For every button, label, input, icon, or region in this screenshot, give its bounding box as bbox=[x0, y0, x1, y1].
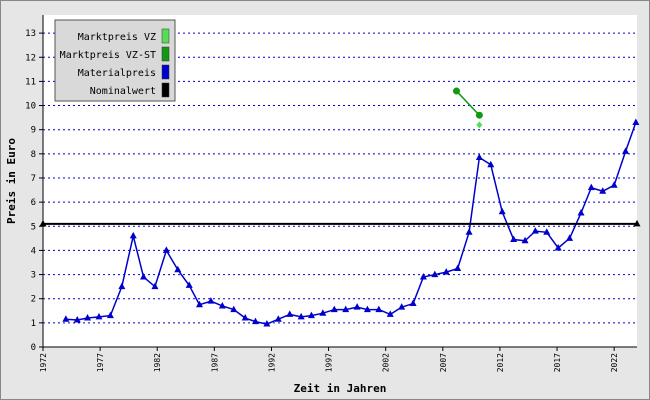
marker bbox=[207, 297, 215, 304]
marker bbox=[307, 311, 315, 319]
marker bbox=[475, 153, 483, 160]
marker bbox=[62, 315, 70, 322]
marker bbox=[342, 305, 350, 313]
y-tick-label: 4 bbox=[31, 246, 36, 256]
y-tick-label: 8 bbox=[31, 150, 36, 160]
marker bbox=[319, 309, 327, 316]
marker bbox=[118, 282, 126, 290]
series-line bbox=[65, 122, 637, 325]
y-tick-label: 2 bbox=[31, 295, 36, 305]
marker bbox=[106, 311, 114, 319]
y-tick-label: 13 bbox=[25, 29, 36, 39]
legend-swatch bbox=[161, 64, 170, 80]
legend-swatch bbox=[161, 28, 170, 44]
marker bbox=[398, 303, 406, 310]
x-tick-label: 1987 bbox=[210, 353, 219, 372]
marker bbox=[129, 231, 137, 239]
marker bbox=[431, 270, 439, 278]
x-tick-label: 1982 bbox=[153, 353, 162, 372]
marker bbox=[587, 183, 595, 191]
marker bbox=[297, 312, 305, 320]
legend-swatch bbox=[161, 82, 170, 98]
marker bbox=[241, 314, 249, 321]
y-tick-label: 9 bbox=[31, 126, 36, 136]
marker bbox=[633, 219, 641, 227]
marker bbox=[330, 305, 338, 313]
marker bbox=[487, 160, 495, 168]
legend-label: Materialpreis bbox=[78, 68, 156, 79]
x-tick-label: 2017 bbox=[553, 353, 562, 372]
marker bbox=[465, 228, 473, 235]
marker bbox=[151, 282, 159, 290]
y-tick-label: 10 bbox=[25, 102, 36, 112]
legend-label: Marktpreis VZ bbox=[78, 32, 156, 43]
marker bbox=[162, 246, 170, 253]
x-tick-label: 2022 bbox=[610, 353, 619, 372]
marker bbox=[73, 315, 81, 323]
marker bbox=[577, 208, 585, 216]
marker bbox=[409, 299, 417, 307]
marker bbox=[599, 187, 607, 194]
marker bbox=[521, 236, 529, 244]
marker bbox=[251, 317, 259, 325]
marker bbox=[475, 111, 483, 119]
x-tick-label: 2012 bbox=[496, 353, 505, 372]
y-tick-label: 6 bbox=[31, 198, 36, 208]
marker bbox=[286, 310, 294, 317]
y-tick-label: 11 bbox=[25, 77, 36, 87]
marker bbox=[174, 265, 182, 273]
marker bbox=[263, 320, 271, 327]
marker bbox=[454, 264, 462, 272]
legend-label: Nominalwert bbox=[90, 86, 156, 97]
marker bbox=[84, 314, 92, 321]
series-line bbox=[455, 90, 480, 116]
x-tick-label: 1997 bbox=[325, 353, 334, 372]
marker bbox=[363, 305, 371, 313]
marker bbox=[566, 234, 574, 241]
x-tick-label: 2007 bbox=[439, 353, 448, 372]
x-tick-label: 1977 bbox=[96, 353, 105, 372]
marker bbox=[543, 228, 551, 235]
marker bbox=[353, 303, 361, 310]
marker bbox=[419, 272, 427, 280]
marker bbox=[554, 244, 562, 251]
marker bbox=[195, 300, 203, 308]
marker bbox=[218, 301, 226, 309]
marker bbox=[610, 181, 618, 188]
marker bbox=[510, 235, 518, 243]
marker bbox=[375, 305, 383, 313]
y-tick-label: 12 bbox=[25, 53, 36, 63]
marker bbox=[230, 305, 238, 313]
x-axis-title: Zeit in Jahren bbox=[294, 382, 387, 395]
marker bbox=[632, 118, 640, 125]
y-tick-label: 0 bbox=[31, 343, 36, 353]
marker bbox=[498, 207, 506, 215]
marker bbox=[453, 87, 461, 95]
y-tick-label: 1 bbox=[31, 319, 36, 329]
legend-label: Marktpreis VZ-ST bbox=[60, 50, 156, 61]
marker bbox=[39, 219, 47, 227]
legend-box bbox=[54, 19, 176, 102]
marker bbox=[140, 272, 148, 280]
marker bbox=[185, 281, 193, 288]
marker bbox=[442, 268, 450, 275]
marker bbox=[386, 310, 394, 317]
y-tick-label: 7 bbox=[31, 174, 36, 184]
marker bbox=[274, 315, 282, 322]
y-tick-label: 3 bbox=[31, 271, 36, 281]
x-tick-label: 2002 bbox=[382, 353, 391, 372]
x-tick-label: 1992 bbox=[267, 353, 276, 372]
y-tick-label: 5 bbox=[31, 222, 36, 232]
marker bbox=[531, 227, 539, 234]
marker bbox=[622, 147, 630, 154]
marker bbox=[95, 312, 103, 320]
x-tick-label: 1972 bbox=[39, 353, 48, 372]
legend-swatch bbox=[161, 46, 170, 62]
y-axis-title: Preis in Euro bbox=[5, 138, 18, 224]
marker bbox=[476, 121, 483, 129]
